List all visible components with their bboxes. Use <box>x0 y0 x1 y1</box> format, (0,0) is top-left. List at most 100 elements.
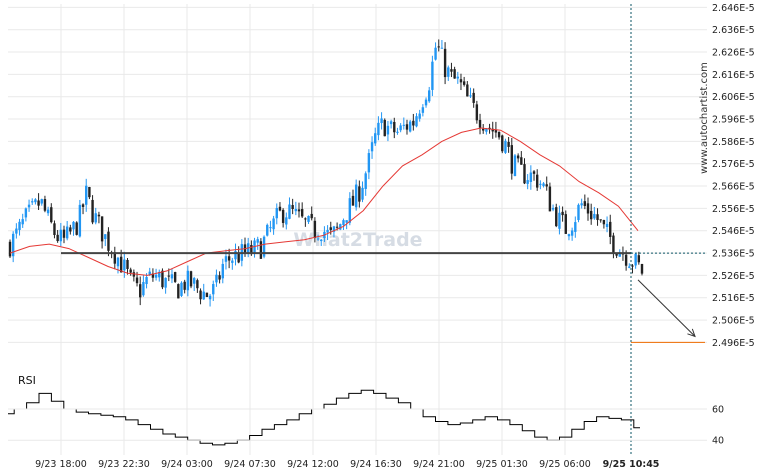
candle <box>34 198 37 205</box>
watermark-logo: What2Trade <box>293 229 422 251</box>
candle <box>132 269 136 282</box>
candle <box>24 207 28 222</box>
candle <box>62 225 66 244</box>
candle <box>170 268 174 284</box>
candle <box>529 165 533 190</box>
candle <box>281 208 285 228</box>
candle <box>75 221 78 236</box>
candle <box>558 205 561 235</box>
candle <box>507 137 510 153</box>
candle <box>218 271 221 284</box>
candle <box>40 198 43 206</box>
candle <box>462 76 466 87</box>
candle <box>586 197 590 221</box>
y-tick-label: 2.516E-5 <box>712 293 755 304</box>
candle <box>539 180 542 190</box>
candle <box>81 203 85 215</box>
y-tick-label: 2.536E-5 <box>712 249 755 260</box>
candle <box>437 39 440 52</box>
y-tick-label: 2.526E-5 <box>712 271 755 282</box>
candle <box>123 251 126 278</box>
candle <box>107 227 110 257</box>
candle <box>421 104 425 117</box>
x-tick-label: 9/25 01:30 <box>476 459 528 470</box>
candle <box>548 182 552 212</box>
candle <box>266 223 269 237</box>
candle <box>374 127 377 146</box>
candle <box>589 203 593 225</box>
candle <box>186 265 190 297</box>
y-tick-label: 2.596E-5 <box>712 115 755 126</box>
y-tick-label: 2.646E-5 <box>712 3 755 14</box>
gridlines <box>8 4 707 455</box>
x-tick-label: 9/24 16:30 <box>350 459 402 470</box>
candle <box>11 231 15 263</box>
candle <box>221 258 224 284</box>
candle <box>27 199 31 212</box>
candle <box>116 256 120 274</box>
candle <box>316 234 320 241</box>
candle <box>307 215 310 224</box>
candle <box>637 251 641 265</box>
candle <box>393 117 396 139</box>
candle <box>320 238 323 246</box>
candle <box>583 194 587 210</box>
y-tick-label: 2.546E-5 <box>712 226 755 237</box>
candle <box>501 134 504 154</box>
candle <box>158 269 161 282</box>
candle <box>377 116 380 141</box>
candle <box>415 113 418 128</box>
x-tick-label: 9/24 07:30 <box>224 459 276 470</box>
x-tick-label: 9/23 18:00 <box>35 459 87 470</box>
candle <box>532 170 536 181</box>
y-tick-label: 2.566E-5 <box>712 182 755 193</box>
candle <box>396 127 399 135</box>
candle <box>428 86 431 103</box>
candlesticks <box>8 39 644 307</box>
candle <box>440 39 444 49</box>
candle <box>164 277 167 294</box>
candle <box>364 171 367 196</box>
candle <box>300 202 304 218</box>
candle <box>46 206 50 216</box>
candle <box>113 246 117 270</box>
candle <box>555 203 558 228</box>
candle <box>304 217 307 227</box>
candle <box>456 71 459 84</box>
candle <box>526 174 529 190</box>
candle <box>294 201 298 216</box>
candle <box>78 199 82 238</box>
autochartist-watermark: www.autochartist.com <box>699 62 710 174</box>
candle <box>640 263 644 276</box>
candle <box>523 158 526 185</box>
candle <box>570 227 574 241</box>
candle <box>56 230 59 243</box>
candle <box>256 236 259 250</box>
candle <box>605 216 609 233</box>
candle <box>478 113 482 135</box>
candle <box>580 198 583 209</box>
candle <box>91 195 94 225</box>
candle <box>412 113 415 131</box>
candle <box>310 206 313 221</box>
candle <box>447 65 450 81</box>
candle <box>443 42 447 85</box>
candle <box>361 181 364 203</box>
candle <box>609 214 612 245</box>
candle <box>183 279 186 294</box>
candle <box>151 268 155 282</box>
y-tick-label: 2.586E-5 <box>712 137 755 148</box>
candle <box>189 270 193 289</box>
candle <box>348 192 352 226</box>
candle <box>199 288 202 305</box>
candle <box>634 252 637 269</box>
candle <box>173 271 177 283</box>
candle <box>469 87 472 98</box>
candle <box>434 42 437 61</box>
candle <box>31 198 34 206</box>
candle <box>631 264 634 274</box>
y-tick-label: 2.616E-5 <box>712 70 755 81</box>
candle <box>516 153 520 163</box>
candle <box>342 218 345 230</box>
y-tick-label: 2.626E-5 <box>712 48 755 59</box>
